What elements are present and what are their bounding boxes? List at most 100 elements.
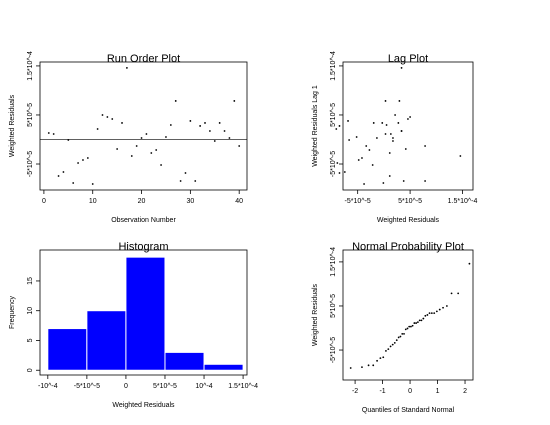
point: [400, 67, 403, 69]
x-tick-label: 30: [186, 198, 194, 205]
x-tick-label: 0: [42, 198, 46, 205]
point: [57, 175, 60, 177]
point: [67, 139, 70, 141]
point: [111, 118, 114, 120]
point: [47, 132, 50, 134]
point: [367, 364, 370, 367]
panel-title: Run Order Plot: [107, 53, 180, 65]
x-tick-label: -5*10^-5: [345, 198, 371, 205]
point: [91, 183, 94, 185]
point: [445, 305, 448, 307]
point: [376, 137, 378, 139]
point: [184, 172, 187, 174]
bar: [125, 256, 166, 371]
point: [365, 145, 368, 147]
y-tick-label: 1.5*10^-4: [27, 51, 34, 81]
panel-title: Normal Probability Plot: [352, 241, 464, 253]
point: [372, 122, 375, 124]
point: [213, 140, 216, 142]
point: [401, 332, 404, 335]
point: [416, 321, 419, 324]
point: [194, 180, 197, 182]
point: [385, 124, 388, 126]
point: [218, 122, 221, 124]
point: [169, 124, 172, 126]
y-axis-label: Weighted Residuals: [312, 283, 319, 346]
point: [442, 306, 444, 309]
point: [189, 120, 192, 122]
point: [435, 310, 438, 313]
point: [407, 118, 409, 120]
point: [384, 133, 387, 135]
plot-frame: [39, 249, 248, 376]
point: [145, 133, 148, 135]
y-tick-label: 10: [27, 307, 34, 315]
y-tick-label: 15: [27, 277, 34, 285]
point: [335, 128, 338, 130]
bar: [203, 363, 244, 371]
point: [388, 175, 391, 177]
y-tick-label: 1.5*10^-4: [330, 247, 337, 277]
x-tick-label: 2: [463, 388, 467, 395]
point: [86, 157, 89, 159]
point: [398, 100, 401, 102]
point: [82, 159, 84, 161]
point: [106, 116, 109, 118]
point: [376, 359, 378, 362]
point: [361, 157, 363, 159]
y-tick-label: -5*10^-5: [330, 151, 337, 177]
point: [336, 162, 339, 164]
point: [403, 332, 405, 335]
point: [409, 116, 411, 118]
point: [406, 327, 409, 330]
x-tick-label: 10: [89, 198, 97, 205]
point: [387, 348, 390, 351]
point: [438, 308, 441, 311]
point: [363, 183, 365, 185]
point: [384, 100, 387, 102]
point: [343, 171, 346, 173]
bar: [86, 310, 127, 371]
x-tick-label: 0: [124, 383, 128, 390]
point: [422, 317, 425, 320]
plot-frame: [342, 61, 474, 191]
point: [174, 100, 177, 102]
y-tick-label: 1.5*10^-4: [330, 51, 337, 81]
point: [399, 335, 402, 338]
point: [126, 67, 128, 69]
point: [393, 341, 396, 344]
point: [160, 164, 162, 166]
point: [62, 171, 65, 173]
point: [140, 137, 143, 139]
point: [381, 122, 384, 124]
point: [348, 139, 351, 141]
point: [411, 324, 414, 327]
point: [413, 322, 416, 324]
point: [395, 339, 398, 342]
point: [130, 155, 133, 157]
plot-frame: [342, 249, 474, 381]
point: [404, 328, 407, 331]
point: [135, 145, 138, 147]
point: [388, 152, 391, 154]
point: [391, 343, 394, 346]
point: [155, 149, 158, 151]
point: [379, 357, 382, 360]
x-tick-label: 1: [436, 388, 440, 395]
point: [338, 172, 341, 174]
point: [397, 122, 400, 124]
x-tick-label: -10^-4: [38, 383, 58, 390]
point: [150, 152, 153, 154]
y-axis-label: Weighted Residuals Lag 1: [312, 85, 319, 167]
point: [228, 137, 231, 139]
point: [165, 136, 167, 138]
x-tick-label: 40: [235, 198, 243, 205]
point: [424, 314, 427, 317]
point: [426, 314, 429, 316]
point: [402, 180, 405, 182]
point: [208, 130, 211, 132]
point: [372, 364, 375, 367]
point: [357, 159, 360, 161]
y-tick-label: 5*10^-5: [330, 294, 337, 318]
x-axis-label: Quantiles of Standard Normal: [362, 407, 455, 414]
